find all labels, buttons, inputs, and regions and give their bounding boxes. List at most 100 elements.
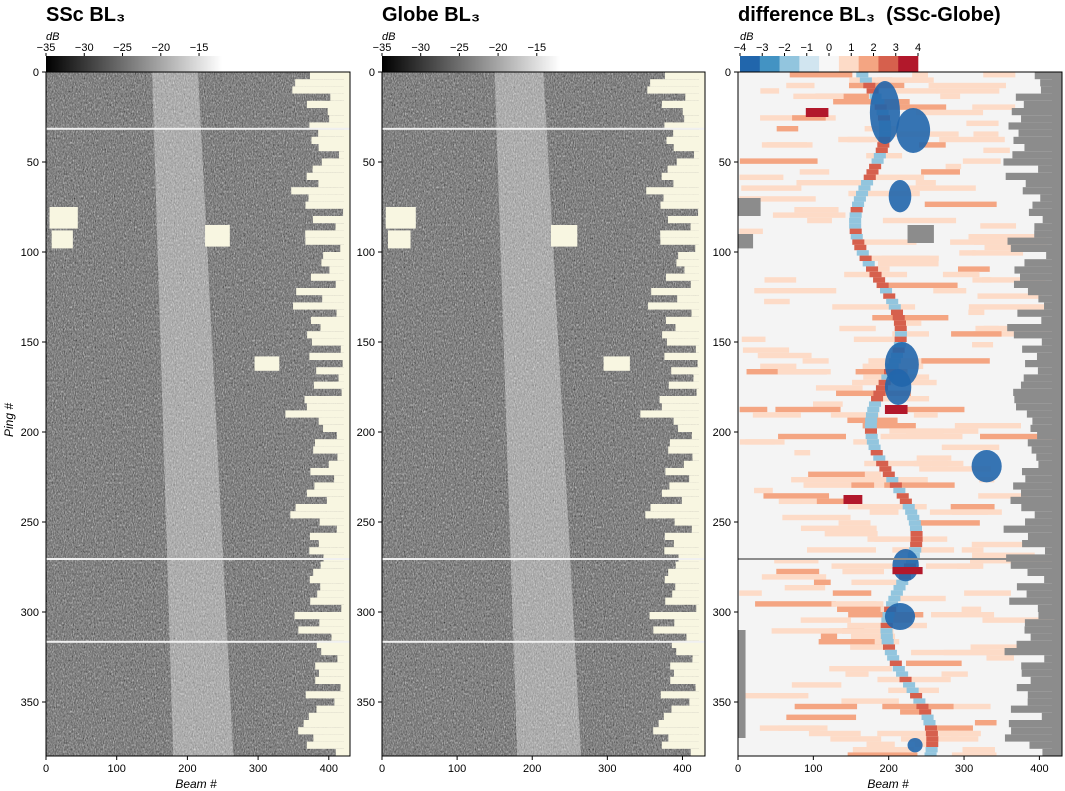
nodata-edge (664, 547, 705, 555)
difference-streak (964, 590, 1011, 596)
nodata-edge (1032, 201, 1062, 209)
colorbar-tick-label: −30 (411, 42, 430, 54)
difference-streak (778, 725, 820, 731)
nodata-edge (1025, 518, 1062, 526)
difference-ridge (868, 401, 882, 407)
colorbar-tick-label: −15 (527, 42, 546, 54)
difference-streak (951, 331, 1002, 337)
colorbar-tick-label: −3 (756, 42, 769, 54)
difference-ridge (875, 385, 888, 391)
nodata-edge (308, 712, 350, 720)
nodata-edge (295, 504, 350, 512)
nadir-band (152, 72, 234, 756)
nodata-edge (306, 741, 350, 749)
panel-ssc-ylabel: Ping # (2, 403, 16, 437)
nodata-edge (665, 597, 705, 605)
difference-streak (739, 590, 762, 596)
difference-ridge (925, 747, 938, 753)
difference-ridge (849, 212, 862, 218)
nodata-edge (667, 216, 705, 224)
difference-ridge (909, 525, 922, 532)
nodata-edge (316, 640, 350, 648)
nodata-edge (649, 612, 705, 620)
nodata-edge (667, 165, 705, 173)
nodata-hole (738, 630, 746, 738)
difference-streak (757, 352, 812, 359)
nodata-edge (1031, 446, 1062, 454)
nodata-edge (1016, 403, 1062, 411)
nodata-edge (695, 345, 705, 353)
x-tick-label: 100 (108, 763, 126, 775)
ping-stripe (382, 558, 705, 560)
difference-streak (940, 93, 961, 100)
negative-difference-patch (892, 549, 919, 582)
negative-difference-patch (884, 369, 912, 405)
difference-streak (941, 671, 968, 677)
nodata-edge (1041, 316, 1062, 324)
difference-streak (863, 174, 925, 181)
difference-ridge (866, 88, 879, 94)
difference-streak (839, 325, 876, 332)
nodata-edge (1024, 144, 1062, 152)
difference-streak (876, 104, 947, 110)
y-tick-label: 350 (357, 697, 375, 709)
colorbar-tick-label: 3 (893, 42, 899, 54)
nodata-edge (670, 662, 705, 670)
difference-ridge (867, 406, 880, 413)
nodata-edge (1013, 136, 1062, 144)
nodata-edge (296, 288, 350, 296)
difference-streak (900, 709, 928, 715)
nodata-edge (673, 144, 705, 152)
nodata-edge (285, 410, 350, 418)
nodata-edge (1030, 676, 1062, 684)
difference-streak (830, 736, 882, 742)
difference-streak (869, 509, 899, 515)
nodata-edge (316, 367, 350, 375)
difference-streak (934, 725, 973, 731)
difference-ridge (910, 536, 923, 542)
difference-streak (791, 682, 842, 688)
difference-streak (754, 487, 773, 494)
difference-ridge (893, 320, 907, 326)
panel-difference-xlabel: Beam # (867, 777, 909, 791)
difference-ridge (849, 228, 862, 235)
difference-streak (871, 266, 890, 272)
nodata-hole (254, 356, 280, 371)
nodata-edge (309, 352, 350, 360)
nodata-edge (1036, 352, 1062, 360)
difference-ridge (893, 487, 906, 494)
y-tick-label: 100 (713, 247, 731, 259)
nodata-hole (49, 207, 78, 229)
nodata-edge (1027, 288, 1062, 296)
difference-streak (852, 747, 914, 753)
nodata-hole (738, 198, 761, 216)
nodata-edge (1037, 604, 1062, 612)
difference-streak (830, 412, 879, 418)
x-tick-label: 300 (955, 763, 973, 775)
nodata-edge (1042, 216, 1062, 224)
difference-streak (916, 520, 980, 526)
nodata-edge (320, 561, 350, 569)
nodata-edge (292, 86, 350, 94)
difference-streak (972, 250, 1024, 256)
difference-ridge (905, 509, 918, 515)
difference-ridge (870, 450, 883, 456)
difference-ridge (888, 304, 901, 310)
nodata-edge (691, 309, 705, 317)
difference-streak (921, 358, 990, 364)
nodata-edge (1027, 568, 1062, 576)
difference-ridge (853, 196, 866, 202)
difference-ridge (913, 698, 926, 704)
difference-streak (829, 628, 894, 634)
difference-streak (832, 590, 872, 596)
difference-streak (851, 579, 901, 586)
panel-globe: Globe BL₃ dB −35 −30 −25 −20 −15 0 100 200 300 4… (357, 4, 706, 775)
difference-ridge (866, 266, 879, 272)
difference-streak (800, 617, 851, 623)
difference-streak (850, 644, 888, 650)
difference-ridge (924, 752, 937, 756)
difference-ridge (852, 239, 865, 245)
nodata-edge (1036, 453, 1062, 461)
difference-streak (972, 342, 994, 348)
difference-streak (919, 466, 991, 472)
